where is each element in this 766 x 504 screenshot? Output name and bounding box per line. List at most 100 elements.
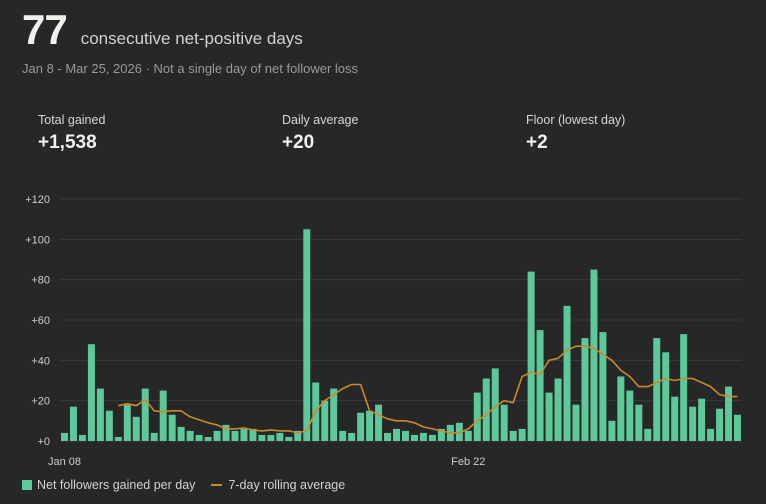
bar-day: [437, 428, 445, 441]
followers-chart: +0 +20 +40 +60 +80 +100 +120 Jan 08 Feb 22: [25, 194, 742, 468]
bar-day: [464, 430, 472, 441]
bar-day: [581, 338, 589, 441]
stat-total-gained: Total gained +1,538: [38, 113, 105, 154]
stat-label: Total gained: [38, 113, 106, 127]
bar-day: [141, 388, 149, 441]
bar-day: [366, 410, 374, 441]
stat-floor: Floor (lowest day) +2: [526, 113, 625, 154]
bar-day: [240, 428, 248, 441]
bar-day: [177, 426, 185, 441]
bar-day: [590, 269, 598, 441]
bar-day: [150, 432, 158, 441]
stat-daily-average: Daily average +20: [282, 113, 358, 154]
bar-day: [384, 432, 392, 441]
bar-day: [123, 404, 131, 441]
chart-legend: Net followers gained per day 7-day rolli…: [22, 478, 345, 492]
bar-day: [231, 430, 239, 441]
bar-day: [689, 406, 697, 441]
y-tick-label: +0: [37, 436, 50, 448]
bar-day: [114, 436, 122, 441]
bar-day: [348, 432, 356, 441]
bar-day: [78, 434, 86, 441]
rolling-average-line: [118, 345, 738, 434]
streak-label: consecutive net-positive days: [80, 29, 303, 48]
legend-line-label: 7-day rolling average: [228, 478, 346, 492]
bar-day: [662, 352, 670, 441]
bar-day: [132, 416, 140, 441]
stat-value: +1,538: [38, 132, 97, 153]
bar-day: [473, 392, 481, 441]
bar-day: [734, 414, 741, 441]
bar-day: [258, 434, 266, 441]
bar-day: [393, 428, 400, 441]
bar-day: [375, 404, 383, 441]
bar-day: [159, 390, 167, 441]
bar-day: [195, 434, 203, 441]
bar-day: [716, 408, 724, 441]
bar-day: [653, 338, 661, 441]
bar-day: [680, 334, 688, 441]
legend-line-swatch: [211, 484, 223, 486]
bar-day: [572, 404, 580, 441]
bar-day: [294, 430, 302, 441]
bar-day: [419, 432, 427, 441]
y-tick-label: +120: [25, 194, 50, 206]
bar-day: [725, 386, 733, 441]
stat-label: Floor (lowest day): [526, 113, 626, 127]
x-tick-label: Feb 22: [451, 456, 485, 468]
bar-day: [500, 404, 508, 441]
stat-label: Daily average: [282, 113, 359, 127]
bar-day: [186, 430, 194, 441]
bar-day: [617, 376, 625, 441]
bar-day: [410, 434, 418, 441]
bar-day: [87, 344, 95, 441]
bar-day: [554, 378, 562, 441]
legend-bars-label: Net followers gained per day: [37, 478, 196, 492]
legend-bar-swatch: [22, 480, 32, 490]
bar-day: [428, 434, 436, 441]
bar-day: [563, 305, 571, 441]
bar-day: [267, 434, 275, 441]
bar-day: [455, 422, 463, 441]
headline: 77 consecutive net-positive days: [22, 6, 303, 54]
stat-value: +2: [526, 132, 548, 153]
y-tick-label: +100: [25, 234, 50, 246]
bar-day: [168, 414, 176, 441]
bar-day: [545, 392, 553, 441]
stat-value: +20: [282, 132, 315, 153]
bar-day: [527, 271, 535, 441]
bar-day: [249, 428, 257, 441]
bar-day: [222, 424, 230, 441]
bar-day: [482, 378, 490, 441]
bar-day: [626, 390, 634, 441]
bar-day: [330, 388, 338, 441]
y-tick-label: +40: [31, 355, 50, 367]
bar-day: [671, 396, 679, 441]
bar-day: [276, 432, 284, 441]
bar-day: [69, 406, 77, 441]
bar-day: [599, 332, 607, 441]
bar-day: [536, 330, 544, 441]
bar-day: [491, 368, 499, 441]
bar-day: [96, 388, 104, 441]
bar-day: [608, 420, 616, 441]
x-tick-label: Jan 08: [48, 456, 81, 468]
bar-day: [105, 410, 113, 441]
bar-day: [644, 428, 652, 441]
bar-day: [357, 412, 365, 441]
bar-day: [509, 430, 517, 441]
bar-day: [204, 436, 212, 441]
y-tick-label: +20: [31, 396, 50, 408]
y-tick-label: +80: [31, 275, 50, 287]
bar-day: [285, 436, 293, 441]
bar-day: [303, 229, 311, 441]
streak-count: 77: [22, 6, 68, 53]
bar-day: [321, 400, 329, 441]
bar-day: [61, 432, 68, 441]
y-tick-label: +60: [31, 315, 50, 327]
bar-day: [213, 430, 221, 441]
bar-day: [635, 404, 643, 441]
bar-day: [707, 428, 715, 441]
bar-day: [402, 430, 409, 441]
date-range-subtitle: Jan 8 - Mar 25, 2026 · Not a single day …: [22, 61, 359, 76]
